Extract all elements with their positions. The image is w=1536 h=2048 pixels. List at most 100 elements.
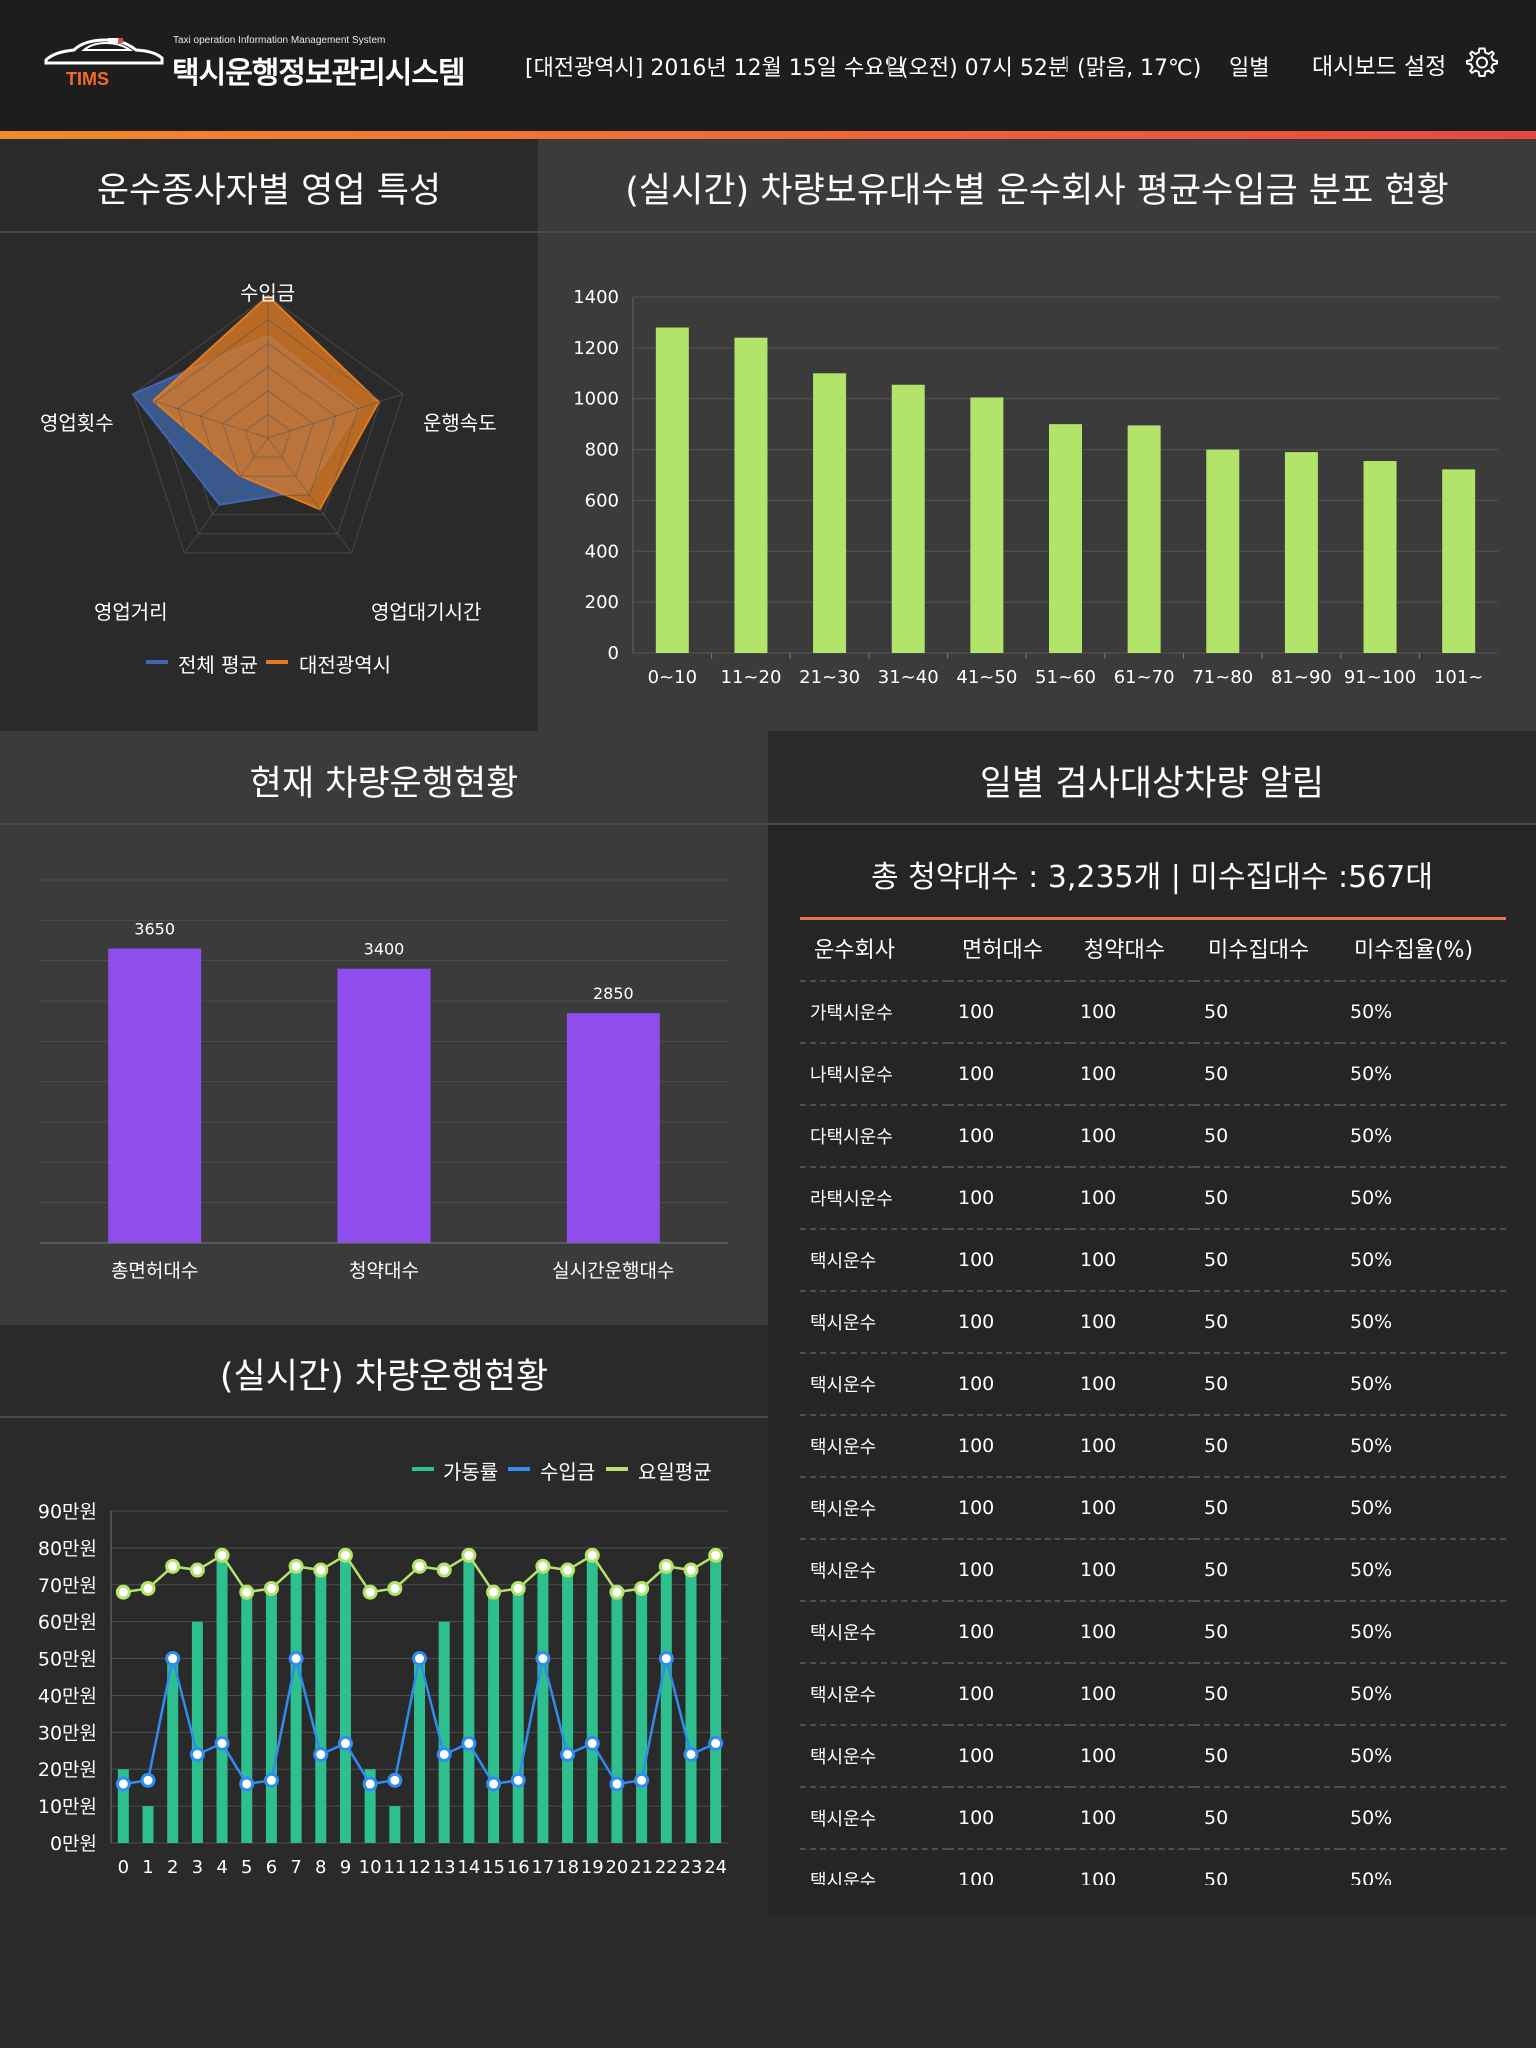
bar-value-label: 2850	[593, 984, 634, 1003]
table-row[interactable]: 가택시운수 100 100 50 50%	[800, 981, 1506, 1044]
table-cell: 택시운수	[800, 1663, 948, 1726]
bar	[1363, 461, 1397, 653]
table-cell: 라택시운수	[800, 1167, 948, 1230]
x-tick-label: 20	[605, 1857, 628, 1878]
weekday-avg-point	[362, 1584, 378, 1600]
table-row[interactable]: 택시운수 100 100 50 50%	[800, 1663, 1506, 1726]
bar	[891, 384, 925, 653]
bar	[337, 968, 431, 1243]
weekday-avg-point	[313, 1562, 329, 1578]
column-header[interactable]: 미수집율(%)	[1340, 915, 1506, 982]
radar-axis-label: 영업횟수	[40, 411, 114, 435]
rate-bar	[438, 1621, 450, 1843]
x-tick-label: 61~70	[1114, 667, 1175, 688]
table-cell: 50%	[1340, 1291, 1506, 1354]
table-cell: 50%	[1340, 1353, 1506, 1416]
weekday-avg-point	[486, 1584, 502, 1600]
table-row[interactable]: 택시운수 100 100 50 50%	[800, 1601, 1506, 1664]
x-tick-label: 청약대수	[349, 1260, 419, 1282]
rate-bar	[710, 1558, 722, 1843]
gear-icon[interactable]	[1466, 46, 1498, 78]
x-tick-label: 22	[655, 1857, 678, 1878]
table-cell: 50	[1194, 1043, 1340, 1106]
table-cell: 50	[1194, 1291, 1340, 1354]
rate-bar	[117, 1769, 129, 1843]
table-cell: 50%	[1340, 1539, 1506, 1602]
table-cell: 50	[1194, 1849, 1340, 1885]
realtime-legend-item[interactable]: 요일평균	[638, 1460, 712, 1484]
period-selector[interactable]: 일별	[1229, 56, 1270, 81]
x-tick-label: 31~40	[878, 667, 939, 688]
table-row[interactable]: 택시운수 100 100 50 50%	[800, 1229, 1506, 1292]
legend-swatch	[266, 660, 288, 664]
weekday-avg-point	[683, 1562, 699, 1578]
table-row[interactable]: 나택시운수 100 100 50 50%	[800, 1043, 1506, 1106]
table-row[interactable]: 택시운수 100 100 50 50%	[800, 1477, 1506, 1540]
rate-bar	[290, 1566, 302, 1843]
table-row[interactable]: 라택시운수 100 100 50 50%	[800, 1167, 1506, 1230]
revenue-point	[584, 1735, 600, 1751]
rate-bar	[562, 1570, 574, 1843]
y-tick-label: 0	[608, 643, 619, 664]
column-header[interactable]: 미수집대수	[1194, 915, 1340, 982]
weekday-avg-point	[337, 1547, 353, 1563]
bar	[970, 397, 1004, 653]
weekday-avg-point	[560, 1562, 576, 1578]
x-tick-label: 0~10	[648, 667, 697, 688]
radar-legend-item[interactable]: 대전광역시	[299, 653, 391, 677]
inspection-table: 운수회사 면허대수 청약대수 미수집대수 미수집율(%) 가택시운수 100 100…	[800, 915, 1506, 1885]
column-header[interactable]: 청약대수	[1070, 915, 1194, 982]
table-cell: 50	[1194, 1725, 1340, 1788]
rate-bar	[512, 1592, 524, 1843]
column-header[interactable]: 운수회사	[800, 915, 948, 982]
radar-legend-item[interactable]: 전체 평균	[178, 653, 258, 677]
rate-bar	[488, 1592, 500, 1843]
realtime-legend-item[interactable]: 가동률	[443, 1460, 499, 1484]
revenue-point	[165, 1651, 181, 1667]
dashboard-settings-button[interactable]: 대시보드 설정	[1312, 54, 1447, 80]
table-row[interactable]: 택시운수 100 100 50 50%	[800, 1415, 1506, 1478]
y-tick-label: 200	[585, 592, 619, 613]
table-cell: 50	[1194, 1167, 1340, 1230]
y-tick-label: 600	[585, 490, 619, 511]
realtime-legend-item[interactable]: 수입금	[540, 1460, 596, 1484]
y-tick-label: 40만원	[38, 1685, 97, 1707]
y-tick-label: 90만원	[38, 1501, 97, 1523]
table-cell: 50%	[1340, 1043, 1506, 1106]
radar-grid-ring	[222, 390, 314, 477]
table-row[interactable]: 택시운수 100 100 50 50%	[800, 1849, 1506, 1885]
x-tick-label: 51~60	[1035, 667, 1096, 688]
table-row[interactable]: 택시운수 100 100 50 50%	[800, 1787, 1506, 1850]
table-row[interactable]: 택시운수 100 100 50 50%	[800, 1539, 1506, 1602]
tims-logo[interactable]: TIMS	[44, 38, 174, 90]
inspection-table-scroll[interactable]: 운수회사 면허대수 청약대수 미수집대수 미수집율(%) 가택시운수 100 100…	[800, 915, 1506, 1885]
x-tick-label: 실시간운행대수	[552, 1260, 674, 1282]
table-cell: 100	[1070, 1353, 1194, 1416]
weekday-avg-point	[461, 1547, 477, 1563]
table-cell: 택시운수	[800, 1849, 948, 1885]
table-row[interactable]: 택시운수 100 100 50 50%	[800, 1725, 1506, 1788]
table-cell: 100	[948, 1849, 1070, 1885]
y-tick-label: 400	[585, 541, 619, 562]
radar-spoke	[267, 393, 404, 439]
table-row[interactable]: 택시운수 100 100 50 50%	[800, 1291, 1506, 1354]
table-row[interactable]: 택시운수 100 100 50 50%	[800, 1353, 1506, 1416]
bar	[734, 337, 768, 653]
table-cell: 50	[1194, 981, 1340, 1044]
x-tick-label: 21~30	[799, 667, 860, 688]
header-time: (오전) 07시 52분	[900, 56, 1069, 81]
table-cell: 100	[1070, 1601, 1194, 1664]
logo-text: TIMS	[66, 69, 109, 89]
column-header[interactable]: 면허대수	[948, 915, 1070, 982]
x-tick-label: 5	[241, 1857, 252, 1878]
revenue-point	[288, 1651, 304, 1667]
x-tick-label: 19	[581, 1857, 604, 1878]
radar-spoke	[267, 437, 352, 554]
x-tick-label: 13	[433, 1857, 456, 1878]
x-tick-label: 6	[266, 1857, 277, 1878]
table-cell: 50	[1194, 1105, 1340, 1168]
table-row[interactable]: 다택시운수 100 100 50 50%	[800, 1105, 1506, 1168]
radar-grid-ring	[244, 413, 292, 458]
table-cell: 택시운수	[800, 1353, 948, 1416]
radar-axis-label: 영업대기시간	[371, 600, 482, 624]
